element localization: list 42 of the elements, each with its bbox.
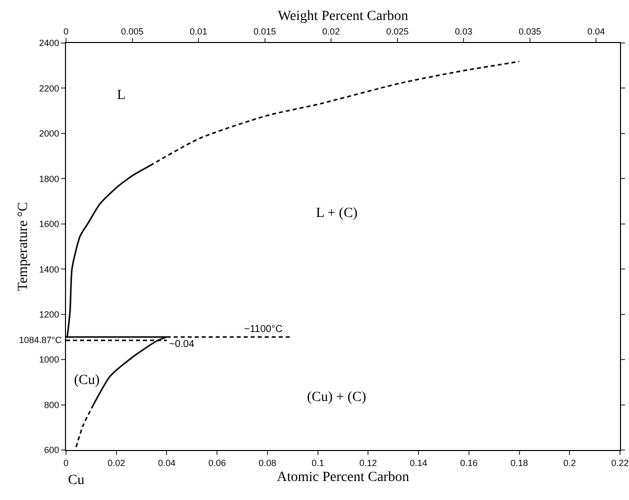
y-tick-label: 600 (44, 445, 60, 456)
x2-tick-label: 0.015 (254, 26, 276, 36)
x-tick-label: 0.08 (258, 458, 276, 468)
y-tick-label: 1200 (39, 309, 60, 320)
x-axis-title: Atomic Percent Carbon (276, 470, 410, 486)
x-tick-label: 0.2 (563, 458, 576, 468)
y-tick-label: 1600 (39, 219, 60, 230)
x-tick-label: 0.1 (312, 458, 324, 468)
y-tick-label: 2000 (39, 128, 60, 139)
annotation: ~0.04 (169, 339, 195, 350)
x-tick-label: 0 (63, 458, 69, 468)
x2-tick-label: 0.005 (121, 26, 144, 36)
x-tick-label: 0.16 (460, 458, 478, 468)
annotation: 1084.87°C (19, 335, 62, 345)
x-tick-label: 0.02 (108, 458, 126, 468)
annotation: (Cu) (74, 373, 100, 388)
y-tick-label: 2200 (39, 83, 60, 94)
x2-tick-label: 0.03 (454, 26, 472, 36)
text: Cu (68, 473, 84, 488)
y-tick-label: 2400 (39, 38, 60, 48)
x2-axis-title: Weight Percent Carbon (278, 9, 408, 24)
x2-tick-label: 0.02 (322, 26, 340, 36)
x-tick-label: 0.04 (158, 458, 176, 468)
x-tick-label: 0.06 (208, 458, 226, 468)
y-axis-title: Temperature °C (16, 202, 31, 291)
x2-tick-label: 0 (63, 26, 69, 36)
y-tick-label: 1400 (39, 264, 60, 274)
annotation: L (117, 88, 126, 103)
annotation: ~1100°C (244, 324, 283, 335)
x-tick-label: 0.14 (410, 458, 428, 468)
y-tick-label: 800 (44, 400, 60, 410)
x2-tick-label: 0.04 (587, 26, 605, 36)
x-tick-label: 0.22 (611, 458, 629, 468)
annotation: (Cu) + (C) (307, 390, 367, 405)
y-tick-label: 1000 (39, 354, 60, 365)
x2-tick-label: 0.01 (190, 26, 208, 36)
annotation: L + (C) (316, 206, 358, 221)
x-tick-label: 0.12 (359, 458, 377, 468)
x2-tick-label: 0.025 (386, 26, 409, 36)
y-tick-label: 1800 (39, 174, 60, 184)
x2-tick-label: 0.035 (518, 26, 542, 36)
x-tick-label: 0.18 (510, 458, 528, 468)
